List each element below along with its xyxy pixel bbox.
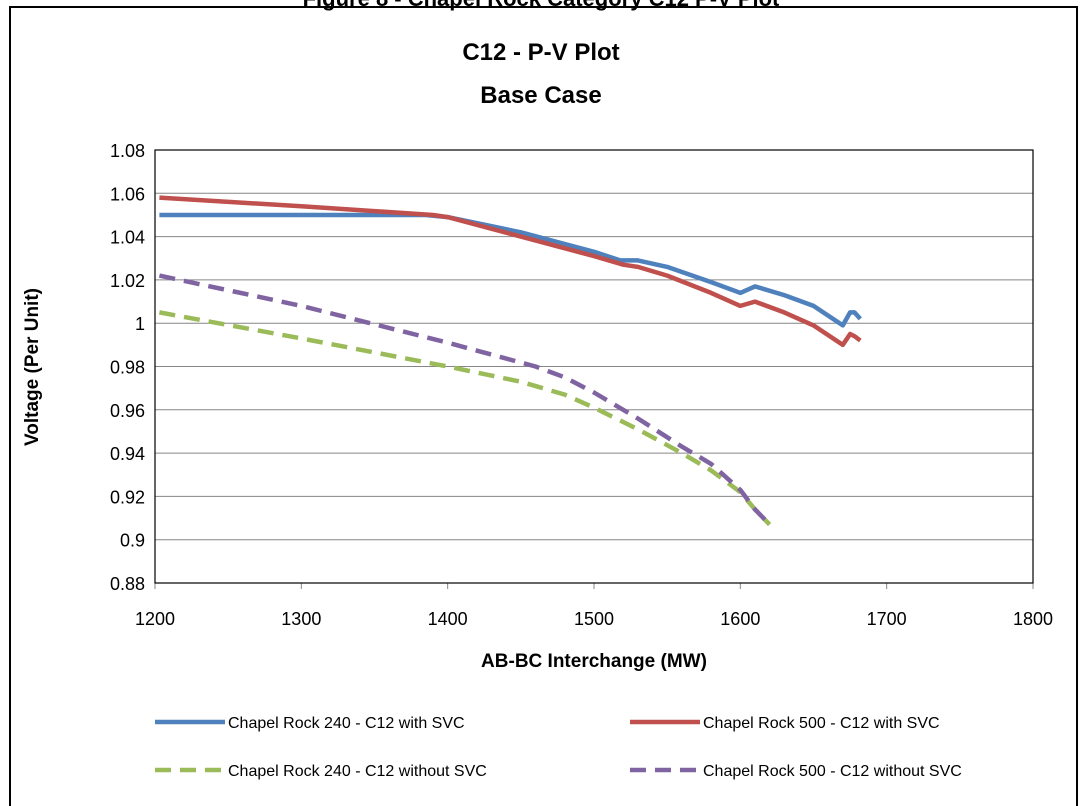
y-tick-label: 1 bbox=[135, 314, 145, 334]
x-tick-label: 1500 bbox=[574, 609, 614, 629]
legend-label-3: Chapel Rock 240 - C12 without SVC bbox=[228, 763, 487, 780]
chart-border bbox=[9, 6, 1078, 806]
series-line-2 bbox=[159, 195, 862, 348]
y-tick-label: 1.04 bbox=[110, 228, 145, 248]
chart-subtitle: Base Case bbox=[480, 82, 601, 109]
y-tick-label: 0.9 bbox=[120, 531, 145, 551]
series-lines bbox=[158, 195, 862, 527]
y-tick-label: 0.88 bbox=[110, 574, 145, 594]
x-tick-label: 1300 bbox=[281, 609, 321, 629]
y-axis-label: Voltage (Per Unit) bbox=[22, 288, 43, 446]
plot-area-frame bbox=[154, 149, 1034, 584]
x-tick-label: 1200 bbox=[135, 609, 175, 629]
y-tick-label: 1.08 bbox=[110, 141, 145, 161]
legend: Chapel Rock 240 - C12 with SVC Chapel Roc… bbox=[155, 715, 962, 780]
chart-title: C12 - P-V Plot bbox=[462, 39, 619, 66]
x-tick-label: 1600 bbox=[720, 609, 760, 629]
y-tick-label: 0.96 bbox=[110, 401, 145, 421]
y-tick-label: 1.06 bbox=[110, 184, 145, 204]
y-tick-label: 0.94 bbox=[110, 444, 145, 464]
series-line-4 bbox=[158, 273, 772, 527]
grid bbox=[154, 149, 1034, 589]
series-line-3 bbox=[158, 310, 772, 527]
y-tick-label: 0.92 bbox=[110, 487, 145, 507]
legend-label-1: Chapel Rock 240 - C12 with SVC bbox=[228, 715, 465, 732]
x-tick-label: 1700 bbox=[867, 609, 907, 629]
page-header: Figure 8 - Chapel Rock Category C12 P-V … bbox=[0, 0, 1082, 12]
x-axis-label: AB-BC Interchange (MW) bbox=[481, 651, 707, 672]
y-tick-label: 1.02 bbox=[110, 271, 145, 291]
x-tick-label: 1800 bbox=[1013, 609, 1053, 629]
legend-label-2: Chapel Rock 500 - C12 with SVC bbox=[703, 715, 940, 732]
x-tick-label: 1400 bbox=[428, 609, 468, 629]
x-tick-labels: 1200 1300 1400 1500 1600 1700 1800 bbox=[135, 609, 1053, 629]
legend-label-4: Chapel Rock 500 - C12 without SVC bbox=[703, 763, 962, 780]
y-tick-label: 0.98 bbox=[110, 358, 145, 378]
y-tick-labels: 0.88 0.9 0.92 0.94 0.96 0.98 1 1.02 1.04 1.06 1.08 bbox=[110, 141, 145, 594]
